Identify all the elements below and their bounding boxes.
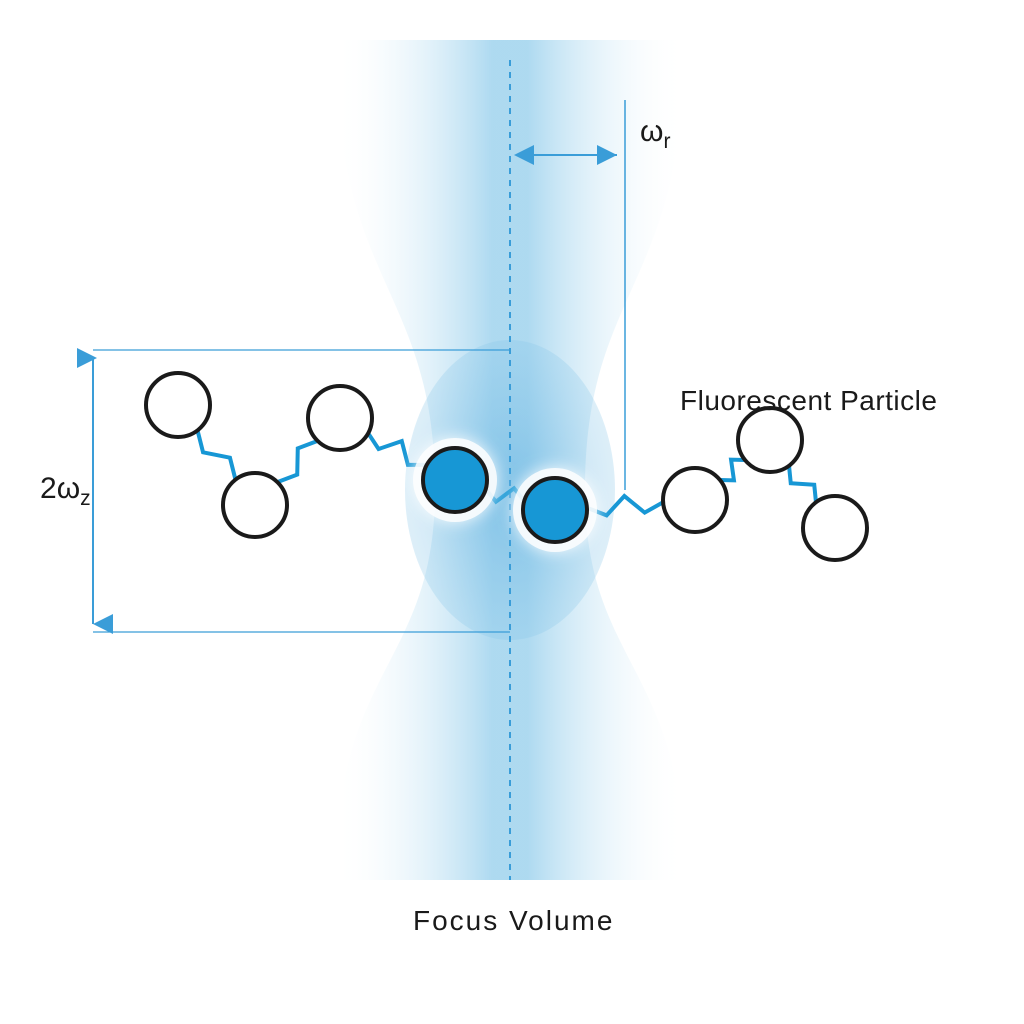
omega-z-label: 2ωz	[40, 472, 91, 511]
focus-volume-label: Focus Volume	[413, 905, 614, 937]
fluorescent-particle-label: Fluorescent Particle	[680, 385, 937, 417]
diagram-canvas: ωr 2ωz Fluorescent Particle Focus Volume	[0, 0, 1024, 1024]
omega-r-label: ωr	[640, 115, 670, 154]
diagram-svg	[0, 0, 1024, 1024]
